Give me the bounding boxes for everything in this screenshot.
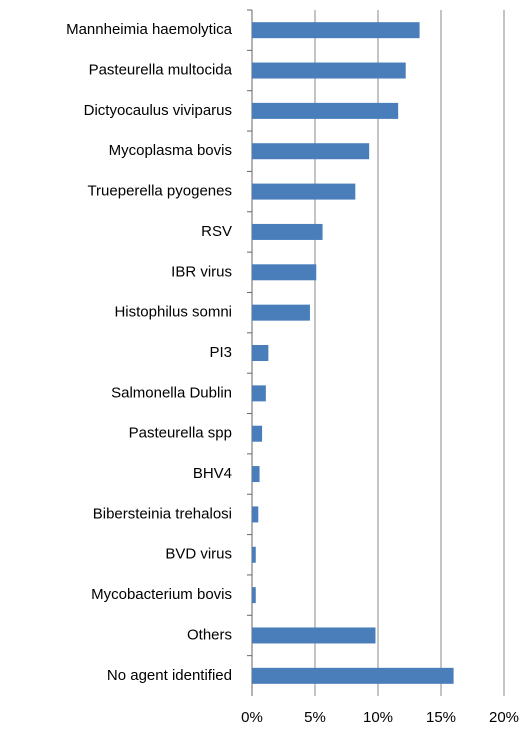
y-tick-label: BHV4: [193, 465, 232, 482]
y-tick-label: Others: [187, 626, 232, 643]
bar: [252, 62, 406, 79]
bar: [252, 183, 356, 200]
y-tick-label: Trueperella pyogenes: [87, 183, 232, 200]
bar: [252, 22, 420, 39]
bar: [252, 425, 263, 442]
y-tick-label: Dictyocaulus viviparus: [84, 102, 232, 119]
y-tick-label: IBR virus: [171, 263, 232, 280]
bar: [252, 506, 259, 523]
y-tick-label: RSV: [201, 223, 232, 240]
bar: [252, 466, 260, 483]
y-tick-label: Pasteurella spp: [129, 425, 232, 442]
y-tick-label: Mycoplasma bovis: [109, 142, 232, 159]
bar: [252, 627, 376, 644]
y-tick-label: Mannheimia haemolytica: [66, 21, 233, 38]
y-tick-label: BVD virus: [165, 546, 232, 563]
bar: [252, 102, 399, 119]
bar: [252, 223, 323, 240]
bar: [252, 667, 454, 684]
x-tick-label: 20%: [489, 709, 519, 726]
bar: [252, 345, 269, 361]
bar: [252, 264, 317, 281]
y-tick-label: PI3: [209, 344, 232, 361]
bar: [252, 587, 256, 604]
bar: [252, 546, 256, 563]
x-tick-label: 0%: [241, 709, 263, 726]
bar: [252, 304, 310, 321]
y-tick-label: Histophilus somni: [114, 304, 232, 321]
y-tick-label: Mycobacterium bovis: [91, 586, 232, 603]
bar: [252, 143, 370, 160]
bar: [252, 385, 266, 402]
x-tick-label: 15%: [426, 709, 456, 726]
x-tick-label: 10%: [363, 709, 393, 726]
y-tick-label: Pasteurella multocida: [89, 61, 233, 78]
y-tick-label: Bibersteinia trehalosi: [93, 505, 232, 522]
y-tick-label: No agent identified: [107, 667, 232, 684]
x-tick-label: 5%: [304, 709, 326, 726]
y-tick-label: Salmonella Dublin: [111, 384, 232, 401]
